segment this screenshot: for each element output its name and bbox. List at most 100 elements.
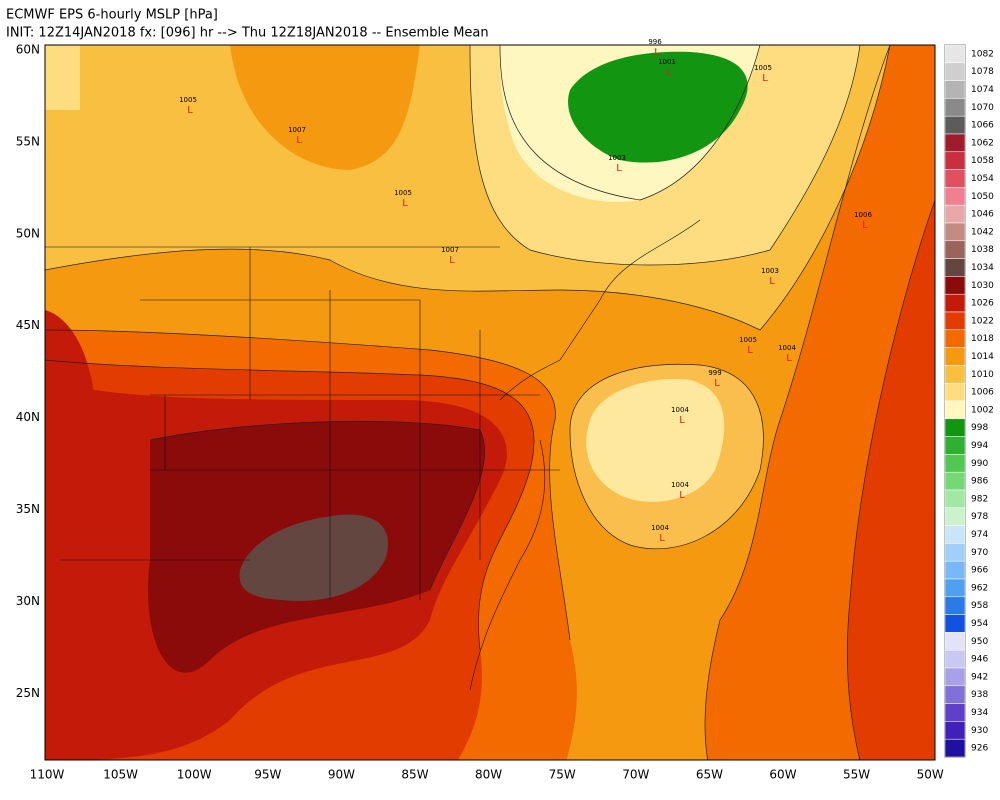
- low-symbol: L: [616, 163, 622, 174]
- colorbar-cell: [944, 471, 966, 491]
- low-symbol: L: [769, 276, 775, 287]
- colorbar-cell: [944, 151, 966, 170]
- colorbar-cell: [944, 418, 966, 437]
- lon-label: 55W: [843, 768, 870, 782]
- lat-label: 30N: [16, 594, 40, 608]
- colorbar-label: 1006: [971, 388, 994, 398]
- colorbar-label: 958: [971, 601, 988, 611]
- colorbar-label: 1010: [971, 370, 994, 380]
- pressure-label: 1006: [854, 211, 872, 219]
- lon-label: 85W: [401, 768, 428, 782]
- pressure-label: 1007: [441, 246, 459, 254]
- pressure-label: 1004: [671, 406, 689, 414]
- colorbar-cell: [944, 560, 966, 580]
- lon-label: 75W: [549, 768, 576, 782]
- colorbar-label: 1046: [971, 210, 994, 220]
- colorbar-label: 970: [971, 548, 988, 558]
- colorbar-label: 990: [971, 459, 988, 469]
- lon-label: 70W: [622, 768, 649, 782]
- colorbar-label: 1042: [971, 227, 994, 237]
- colorbar-label: 1026: [971, 299, 994, 309]
- pressure-label: 1003: [761, 267, 779, 275]
- colorbar-cell: [944, 489, 966, 509]
- low-symbol: L: [714, 378, 720, 389]
- colorbar-label: 938: [971, 690, 988, 700]
- pressure-label: 1007: [288, 126, 306, 134]
- lon-label: 60W: [769, 768, 796, 782]
- low-symbol: L: [187, 105, 193, 116]
- colorbar-label: 962: [971, 583, 988, 593]
- low-symbol: L: [449, 255, 455, 266]
- lon-label: 50W: [917, 768, 944, 782]
- colorbar-label: 986: [971, 477, 988, 487]
- colorbar-label: 1030: [971, 281, 994, 291]
- lat-label: 35N: [16, 502, 40, 516]
- colorbar-label: 934: [971, 708, 988, 718]
- colorbar-cell: [944, 240, 966, 259]
- colorbar-label: 926: [971, 744, 988, 754]
- colorbar-label: 1014: [971, 352, 994, 362]
- lon-label: 90W: [328, 768, 355, 782]
- pressure-label: 1004: [778, 344, 796, 352]
- colorbar-cell: [944, 578, 966, 598]
- low-symbol: L: [296, 135, 302, 146]
- colorbar-cell: [944, 667, 966, 687]
- colorbar-label: 1070: [971, 103, 994, 113]
- colorbar-label: 1082: [971, 49, 994, 59]
- colorbar-cell: [944, 80, 966, 99]
- colorbar-label: 1074: [971, 85, 994, 95]
- pressure-label: 1005: [394, 189, 412, 197]
- colorbar-label: 966: [971, 566, 988, 576]
- colorbar-cell: [944, 98, 966, 117]
- colorbar-cell: [944, 525, 966, 544]
- colorbar-label: 1002: [971, 405, 994, 415]
- colorbar-label: 1066: [971, 121, 994, 131]
- lon-label: 65W: [696, 768, 723, 782]
- colorbar-label: 1078: [971, 67, 994, 77]
- colorbar-cell: [944, 187, 966, 206]
- colorbar-cell: [944, 507, 966, 526]
- colorbar-cell: [944, 276, 966, 295]
- colorbar-cell: [944, 329, 966, 348]
- lat-label: 25N: [16, 686, 40, 700]
- colorbar-label: 1018: [971, 334, 994, 344]
- colorbar-label: 982: [971, 494, 988, 504]
- colorbar-cell: [944, 204, 966, 224]
- colorbar-cell: [944, 685, 966, 704]
- pressure-label: 1003: [608, 154, 626, 162]
- low-symbol: L: [679, 490, 685, 501]
- colorbar-cell: [944, 596, 966, 615]
- low-symbol: L: [402, 198, 408, 209]
- lon-label: 80W: [475, 768, 502, 782]
- low-symbol: L: [862, 220, 868, 231]
- colorbar-cell: [944, 169, 966, 188]
- colorbar-label: 974: [971, 530, 988, 540]
- map-frame: [44, 44, 936, 761]
- colorbar-cell: [944, 738, 966, 758]
- colorbar-cell: [944, 382, 966, 402]
- colorbar-cell: [944, 62, 966, 81]
- colorbar-label: 1058: [971, 156, 994, 166]
- pressure-label: 999: [708, 369, 721, 377]
- low-symbol: L: [654, 47, 660, 58]
- colorbar-cell: [944, 703, 966, 722]
- colorbar-cell: [944, 258, 966, 277]
- map: [45, 45, 935, 760]
- low-symbol: L: [786, 353, 792, 364]
- colorbar-label: 1034: [971, 263, 994, 273]
- colorbar-cell: [944, 649, 966, 669]
- colorbar-cell: [944, 311, 966, 331]
- pressure-label: 1005: [179, 96, 197, 104]
- lon-label: 95W: [254, 768, 281, 782]
- lon-label: 105W: [103, 768, 138, 782]
- subtitle: INIT: 12Z14JAN2018 fx: [096] hr --> Thu …: [6, 26, 489, 41]
- colorbar-cell: [944, 400, 966, 420]
- colorbar-label: 950: [971, 637, 988, 647]
- low-symbol: L: [659, 533, 665, 544]
- pressure-label: 1004: [671, 481, 689, 489]
- pressure-label: 1001: [658, 58, 676, 66]
- colorbar-cell: [944, 454, 966, 473]
- colorbar-cell: [944, 133, 966, 153]
- colorbar-cell: [944, 222, 966, 242]
